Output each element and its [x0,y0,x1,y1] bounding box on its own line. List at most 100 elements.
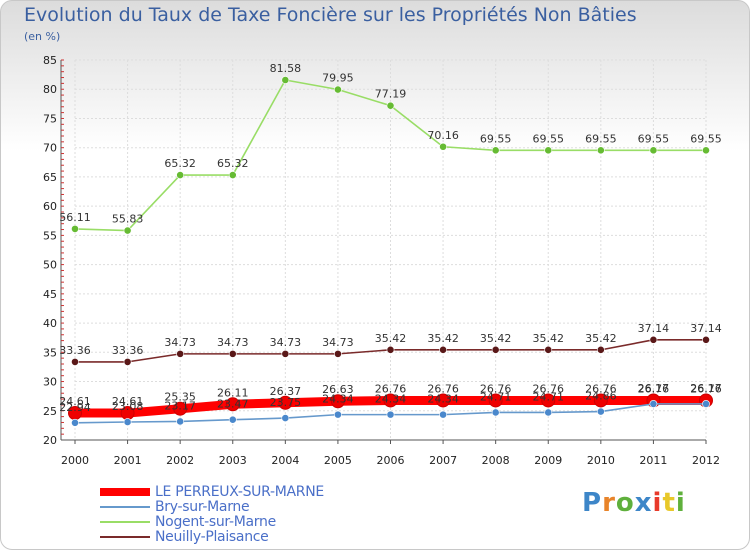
x-tick-label: 2002 [166,454,194,467]
data-label-le-perreux-sur-marne: 26.76 [375,382,407,395]
data-point-nogent-sur-marne [596,146,605,155]
data-point-bry-sur-marne [71,418,79,427]
data-label-nogent-sur-marne: 56.11 [59,211,91,224]
data-label-nogent-sur-marne: 81.58 [270,62,302,75]
data-point-neuilly-plaisance [386,345,395,354]
y-tick-label: 50 [43,259,57,272]
x-tick-label: 2001 [114,454,142,467]
data-label-nogent-sur-marne: 69.55 [585,132,617,145]
data-label-nogent-sur-marne: 69.55 [690,132,722,145]
data-label-le-perreux-sur-marne: 25.35 [164,391,196,404]
data-label-le-perreux-sur-marne: 26.11 [217,386,249,399]
y-tick-label: 80 [43,83,57,96]
y-tick-label: 85 [43,54,57,67]
data-label-neuilly-plaisance: 37.14 [690,322,722,335]
x-tick-label: 2007 [429,454,457,467]
data-label-neuilly-plaisance: 34.73 [217,336,249,349]
data-label-nogent-sur-marne: 69.55 [638,132,670,145]
x-tick-label: 2003 [219,454,247,467]
data-label-neuilly-plaisance: 34.73 [322,336,354,349]
data-label-le-perreux-sur-marne: 26.76 [480,382,512,395]
data-label-le-perreux-sur-marne: 26.37 [270,385,302,398]
logo-letter: i [675,488,686,518]
logo-letter: o [615,488,635,518]
data-label-bry-sur-marne: 23.75 [270,396,302,409]
data-point-neuilly-plaisance [491,345,500,354]
data-point-le-perreux-sur-marne [173,401,188,416]
data-point-le-perreux-sur-marne [436,393,451,408]
line-chart: 20 25 30 35 40 45 50 55 60 65 70 75 80 85 2000 2001 2002… [43,54,722,467]
data-label-le-perreux-sur-marne: 26.63 [322,383,354,396]
data-point-bry-sur-marne [491,408,500,417]
legend-label: Bry-sur-Marne [155,499,250,515]
data-label-le-perreux-sur-marne: 24.61 [112,395,144,408]
data-point-neuilly-plaisance [334,349,342,358]
logo-letter: P [582,488,603,518]
data-label-le-perreux-sur-marne: 26.76 [585,382,617,395]
data-point-le-perreux-sur-marne [225,397,240,412]
data-label-nogent-sur-marne: 69.55 [480,132,512,145]
legend-item: Nogent-sur-Marne [100,514,400,530]
data-label-le-perreux-sur-marne: 26.76 [427,382,459,395]
data-point-nogent-sur-marne [228,171,237,179]
logo-letter: x [634,488,653,518]
data-point-le-perreux-sur-marne [593,393,608,408]
data-point-le-perreux-sur-marne [383,393,398,408]
legend-swatch [100,506,150,508]
x-tick-label: 2005 [324,454,352,467]
data-label-neuilly-plaisance: 35.42 [480,332,512,345]
data-label-nogent-sur-marne: 70.16 [427,129,459,142]
data-label-bry-sur-marne: 23.47 [217,398,249,411]
data-label-neuilly-plaisance: 34.73 [270,336,302,349]
data-point-nogent-sur-marne [439,142,447,151]
data-point-le-perreux-sur-marne [278,395,293,410]
data-label-bry-sur-marne: 24.86 [585,390,617,403]
data-label-le-perreux-sur-marne: 26.76 [533,382,565,395]
x-tick-label: 2010 [587,454,615,467]
x-tick-label: 2000 [61,454,89,467]
y-tick-label: 60 [43,200,57,213]
x-tick-label: 2012 [692,454,720,467]
legend-item: LE PERREUX-SUR-MARNE [100,484,400,500]
data-point-nogent-sur-marne [123,226,132,235]
unit-label: (en %) [24,30,61,43]
data-label-bry-sur-marne: 23.08 [112,400,144,413]
data-label-bry-sur-marne: 24.71 [533,390,565,403]
data-point-neuilly-plaisance [702,335,710,344]
data-point-nogent-sur-marne [544,146,553,155]
data-point-bry-sur-marne [334,410,342,419]
data-label-bry-sur-marne: 26.17 [638,382,670,395]
x-tick-label: 2009 [534,454,562,467]
data-point-nogent-sur-marne [176,171,185,179]
x-tick-label: 2006 [377,454,405,467]
data-point-neuilly-plaisance [123,357,132,366]
data-label-bry-sur-marne: 22.94 [59,401,91,414]
y-tick-label: 70 [43,142,57,155]
data-label-neuilly-plaisance: 37.14 [638,322,670,335]
data-point-bry-sur-marne [702,400,710,408]
data-label-neuilly-plaisance: 34.73 [164,336,196,349]
data-label-nogent-sur-marne: 69.55 [533,132,565,145]
data-label-nogent-sur-marne: 77.19 [375,88,407,101]
data-point-bry-sur-marne [228,415,237,424]
data-label-nogent-sur-marne: 55.83 [112,213,144,226]
logo-letter: t [662,488,676,518]
data-point-le-perreux-sur-marne [541,393,556,408]
y-tick-label: 25 [43,405,57,418]
data-point-neuilly-plaisance [544,345,553,354]
data-point-le-perreux-sur-marne [488,393,503,408]
logo-letter: i [652,488,663,518]
data-point-neuilly-plaisance [281,349,290,358]
data-point-bry-sur-marne [176,417,185,426]
data-point-nogent-sur-marne [386,101,395,110]
legend-item: Neuilly-Plaisance [100,529,400,545]
data-point-nogent-sur-marne [71,224,79,233]
data-label-bry-sur-marne: 26.17 [690,382,722,395]
y-tick-label: 75 [43,112,57,125]
data-point-nogent-sur-marne [281,76,290,84]
y-tick-label: 65 [43,171,57,184]
chart-title: Evolution du Taux de Taxe Foncière sur l… [24,4,637,26]
data-label-neuilly-plaisance: 35.42 [585,332,617,345]
data-point-bry-sur-marne [386,410,395,419]
data-label-neuilly-plaisance: 33.36 [59,344,91,357]
